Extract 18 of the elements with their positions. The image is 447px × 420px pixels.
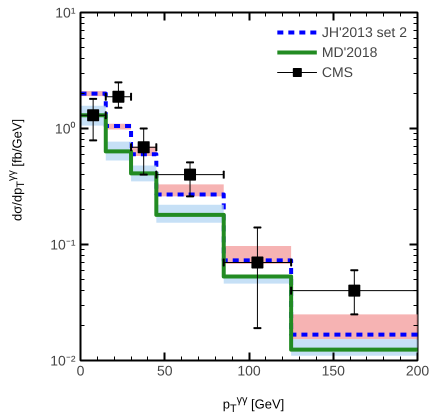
x-tick-label: 100	[237, 362, 261, 378]
x-tick-label: 0	[76, 362, 85, 378]
x-axis-title: p$_{T}$$^{γγ}$ [GeV]	[222, 393, 284, 417]
legend-label: CMS	[322, 64, 353, 80]
point	[112, 90, 124, 103]
point	[138, 141, 150, 154]
y-tick-label: 10⁰	[54, 120, 76, 136]
x-tick-label: 150	[322, 362, 346, 378]
point	[348, 284, 360, 297]
y-tick-label: 10⁻¹	[50, 236, 76, 252]
legend-label: JH'2013 set 2	[322, 24, 407, 40]
point	[251, 256, 264, 268]
x-tick-label: 50	[156, 362, 173, 378]
legend-label: MD'2018	[322, 44, 378, 60]
point	[184, 168, 196, 181]
x-tick-label: 200	[406, 362, 430, 378]
y-tick-label: 10⁻²	[50, 352, 76, 368]
y-tick-label: 10¹	[55, 4, 76, 20]
